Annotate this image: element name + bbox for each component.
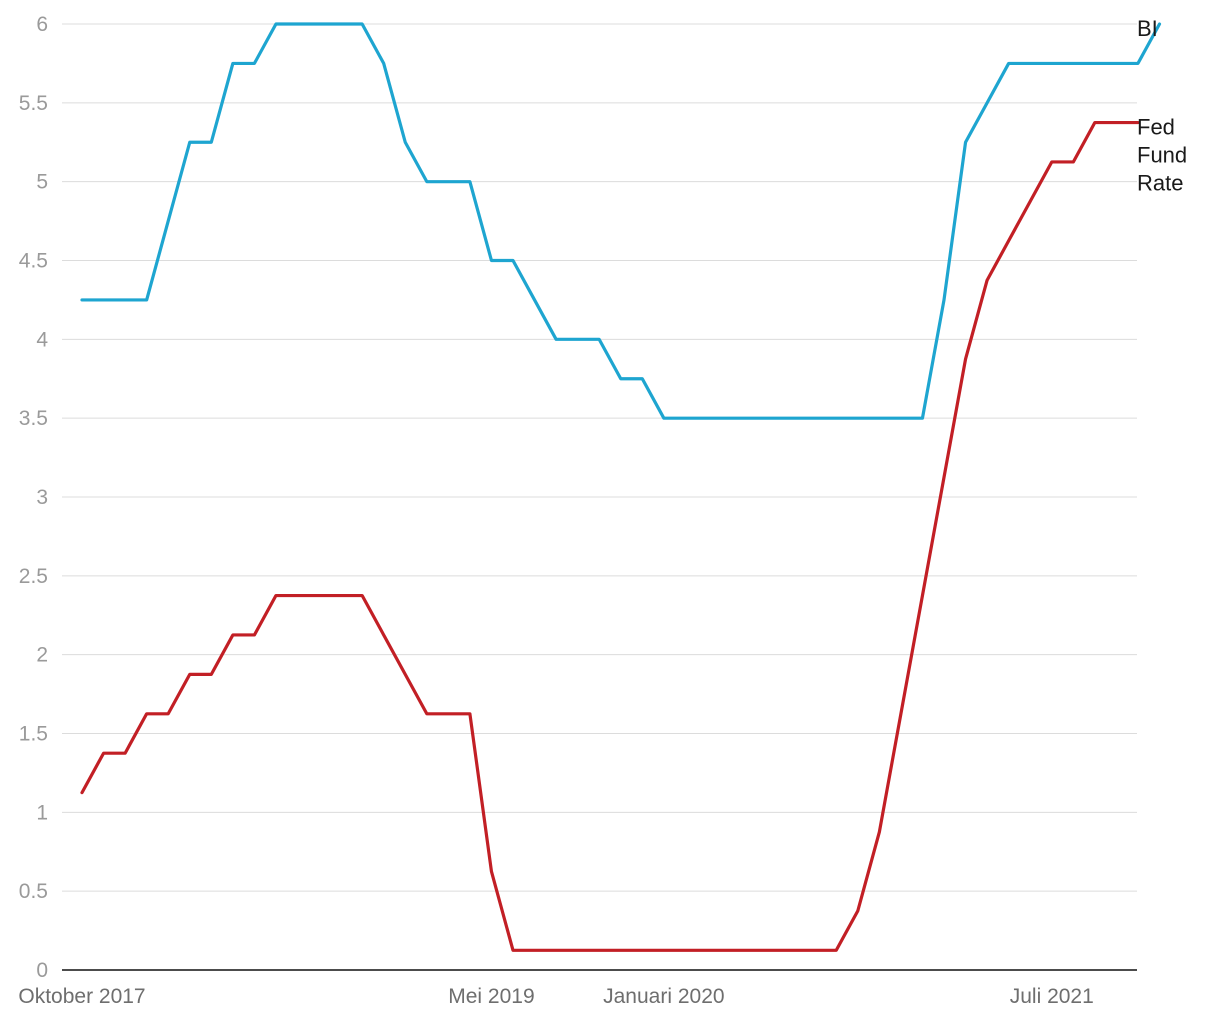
y-tick-label: 5.5 [19, 92, 48, 115]
y-tick-label: 2.5 [19, 565, 48, 588]
gridlines [62, 23, 1137, 971]
y-tick-label: 4 [36, 328, 48, 351]
y-tick-label: 3.5 [19, 407, 48, 430]
y-tick-label: 2 [36, 644, 48, 667]
y-tick-label: 1.5 [19, 723, 48, 746]
y-tick-label: 3 [36, 486, 48, 509]
legend-label: Fed Fund Rate [1137, 115, 1187, 196]
x-tick-label: Januari 2020 [603, 985, 724, 1008]
x-axis-ticks: Oktober 2017 Mei 2019 Januari 2020 Juli 202… [18, 985, 1094, 1008]
y-tick-label: 5 [36, 171, 48, 194]
y-tick-label: 6 [36, 13, 48, 36]
legend: BI Fed Fund Rate [1137, 16, 1187, 196]
legend-label: BI [1137, 16, 1158, 41]
y-tick-label: 0.5 [19, 880, 48, 903]
series-line-bi [80, 22, 1162, 420]
series-line-fed-fund-rate [80, 120, 1140, 952]
x-tick-label: Oktober 2017 [18, 985, 145, 1008]
x-tick-label: Juli 2021 [1010, 985, 1094, 1008]
y-tick-label: 0 [36, 959, 48, 982]
x-tick-label: Mei 2019 [448, 985, 534, 1008]
y-axis-ticks: 0 0.5 1 1.5 2 2.5 3 3.5 4 4.5 5 5.5 6 [19, 13, 49, 982]
y-tick-label: 4.5 [19, 250, 48, 273]
y-tick-label: 1 [36, 801, 48, 824]
series-lines [80, 22, 1162, 952]
